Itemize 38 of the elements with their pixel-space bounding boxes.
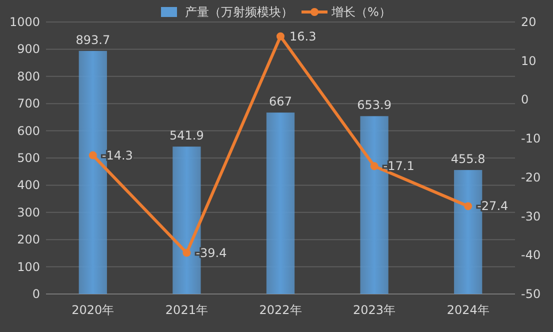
y-tick-label: 900 bbox=[17, 42, 40, 56]
y-tick-label: 300 bbox=[17, 205, 40, 220]
y-tick-label: 700 bbox=[17, 96, 40, 111]
legend-label: 增长（%） bbox=[330, 5, 391, 19]
y2-tick-label: -10 bbox=[521, 132, 541, 146]
x-tick-label: 2021年 bbox=[165, 303, 208, 317]
y-tick-label: 0 bbox=[32, 287, 40, 301]
point bbox=[464, 202, 472, 210]
y2-tick-label: 0 bbox=[521, 92, 529, 107]
data-label: 893.7 bbox=[76, 32, 110, 47]
y-tick-label: 1000 bbox=[9, 15, 40, 29]
data-label: 667 bbox=[269, 94, 292, 109]
y2-tick-label: -50 bbox=[521, 287, 541, 301]
y-tick-label: 100 bbox=[17, 260, 40, 274]
y2-tick-label: -40 bbox=[521, 248, 541, 262]
y-tick-label: 800 bbox=[17, 69, 40, 84]
point bbox=[370, 162, 378, 170]
point bbox=[276, 32, 284, 40]
y-tick-label: 500 bbox=[17, 151, 40, 165]
y-tick-label: 400 bbox=[17, 178, 40, 192]
x-tick-label: 2020年 bbox=[72, 303, 114, 317]
x-tick-label: 2024年 bbox=[446, 303, 490, 317]
data-label: 541.9 bbox=[170, 128, 204, 143]
data-label: 455.8 bbox=[450, 152, 486, 166]
data-label: 16.3 bbox=[290, 29, 316, 44]
y2-tick-label: 10 bbox=[521, 54, 536, 68]
y-tick-label: 600 bbox=[17, 124, 40, 138]
y-tick-label: 200 bbox=[17, 232, 40, 247]
legend-label: 产量（万射频模块） bbox=[185, 5, 293, 19]
bar bbox=[266, 112, 295, 294]
x-tick-label: 2023年 bbox=[353, 303, 396, 317]
y2-tick-label: -20 bbox=[521, 170, 541, 184]
point bbox=[88, 151, 97, 160]
data-label: 653.9 bbox=[357, 98, 392, 112]
point bbox=[182, 248, 191, 257]
x-tick-label: 2022年 bbox=[259, 303, 302, 317]
y2-tick-label: 20 bbox=[521, 15, 536, 29]
y2-tick-label: -30 bbox=[521, 209, 541, 224]
